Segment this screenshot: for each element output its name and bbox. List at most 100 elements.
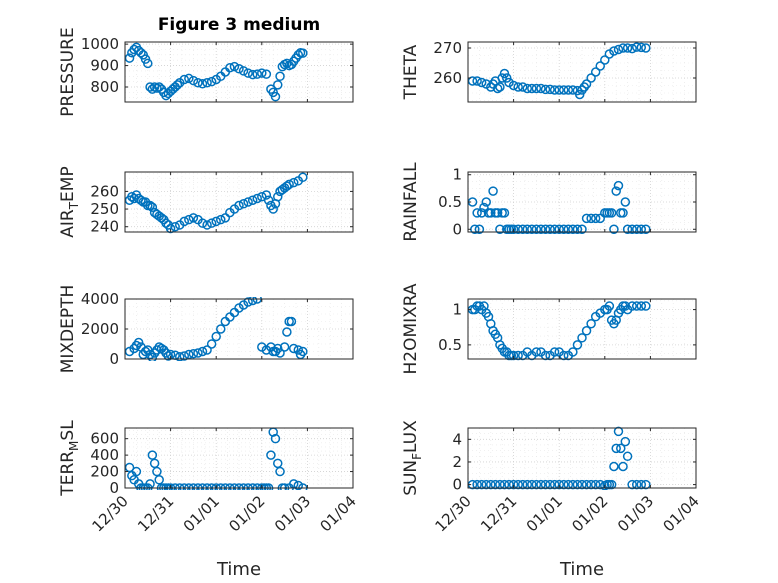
data-point xyxy=(540,479,551,490)
data-point xyxy=(202,220,212,230)
data-point xyxy=(513,479,523,490)
data-point xyxy=(572,479,583,490)
y-tick-label: 2000 xyxy=(81,320,119,338)
data-point xyxy=(527,479,537,490)
data-point xyxy=(136,195,146,205)
data-point xyxy=(549,224,560,234)
y-axis-label: PRESSURE xyxy=(58,27,78,116)
xlabel-left: Time xyxy=(216,559,261,580)
data-point xyxy=(549,347,560,357)
y-tick-label: 900 xyxy=(90,57,119,75)
axes-box xyxy=(467,298,697,360)
data-point xyxy=(492,83,503,94)
data-point xyxy=(600,55,610,65)
data-point xyxy=(636,479,647,490)
data-point xyxy=(613,180,624,191)
data-point xyxy=(581,79,592,89)
data-point xyxy=(517,479,528,490)
data-point xyxy=(554,224,564,234)
data-point xyxy=(282,327,292,337)
series-markers xyxy=(125,172,308,234)
data-point xyxy=(202,345,212,355)
data-point xyxy=(577,479,587,490)
y-axis-label: H2OMIXRA xyxy=(401,283,421,374)
data-point xyxy=(536,224,546,234)
data-point xyxy=(531,83,542,94)
data-point xyxy=(554,85,564,95)
data-point xyxy=(288,177,299,188)
data-point xyxy=(531,347,542,357)
panel-6: 0.5 1 H2OMIXRA xyxy=(401,283,697,375)
data-point xyxy=(279,342,290,352)
data-point xyxy=(636,224,647,234)
data-point xyxy=(595,479,605,490)
data-point xyxy=(211,331,221,342)
data-point xyxy=(631,42,642,52)
figure-title: Figure 3 medium xyxy=(158,15,320,35)
data-point xyxy=(513,82,523,92)
panel-8: 0 2 4 SUNFLUX 12/30 12/31 01/01 01/02 01/03 01/04 xyxy=(401,420,703,536)
data-point xyxy=(193,348,203,358)
x-tick-label: 12/31 xyxy=(134,492,177,535)
data-point xyxy=(125,462,135,473)
data-point xyxy=(481,479,491,490)
data-point xyxy=(586,318,596,329)
data-point xyxy=(252,69,262,79)
data-point xyxy=(216,214,226,225)
y-tick-label: 260 xyxy=(90,182,119,200)
data-point xyxy=(517,82,528,92)
data-point xyxy=(474,224,485,234)
data-point xyxy=(133,337,144,348)
data-point xyxy=(234,64,244,74)
data-point xyxy=(536,479,546,490)
data-point xyxy=(527,224,537,234)
data-point xyxy=(641,479,651,490)
data-point xyxy=(508,224,519,234)
data-point xyxy=(188,349,199,359)
data-point xyxy=(270,433,281,444)
y-tick-label: 4000 xyxy=(81,290,119,308)
data-point xyxy=(613,426,624,437)
data-point xyxy=(627,43,637,54)
plot-area xyxy=(468,428,696,488)
data-point xyxy=(486,208,496,218)
data-point xyxy=(531,479,542,490)
data-point xyxy=(197,346,208,357)
data-point xyxy=(266,450,276,460)
data-point xyxy=(163,351,174,361)
y-tick-label: 0 xyxy=(109,479,119,497)
data-point xyxy=(216,324,226,334)
data-point xyxy=(211,216,221,227)
data-point xyxy=(184,214,194,225)
x-tick-label: 01/01 xyxy=(180,492,223,535)
data-point xyxy=(622,451,633,462)
data-point xyxy=(522,479,533,490)
plot-area xyxy=(468,42,696,102)
data-point xyxy=(590,213,601,224)
data-point xyxy=(275,71,285,82)
data-point xyxy=(270,91,281,102)
data-point xyxy=(559,479,569,490)
data-point xyxy=(481,197,491,207)
data-point xyxy=(131,466,142,477)
x-tick-label: 01/04 xyxy=(660,492,703,535)
y-tick-label: 600 xyxy=(90,430,119,448)
data-point xyxy=(609,46,619,56)
series-markers xyxy=(468,42,651,100)
data-point xyxy=(490,479,501,490)
y-tick-label: 1 xyxy=(452,301,462,319)
data-point xyxy=(298,346,308,357)
data-point xyxy=(577,333,587,343)
data-point xyxy=(522,83,533,94)
data-point xyxy=(586,73,596,83)
data-point xyxy=(531,224,542,234)
data-point xyxy=(252,193,262,204)
y-tick-label: 1000 xyxy=(81,35,119,53)
data-point xyxy=(631,224,642,234)
data-point xyxy=(581,479,592,490)
data-point xyxy=(268,204,278,214)
data-point xyxy=(581,326,592,336)
